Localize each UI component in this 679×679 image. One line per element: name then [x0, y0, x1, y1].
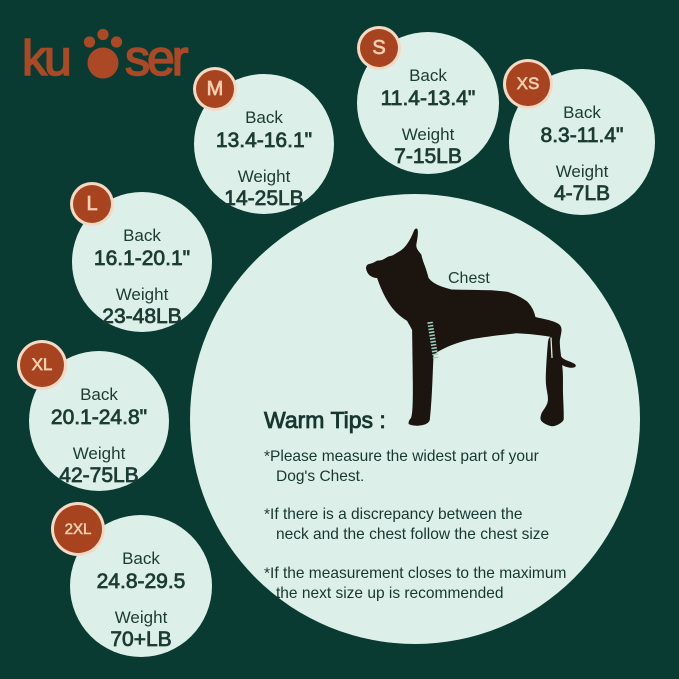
svg-text:ku: ku — [22, 30, 70, 86]
svg-text:ser: ser — [125, 30, 189, 86]
